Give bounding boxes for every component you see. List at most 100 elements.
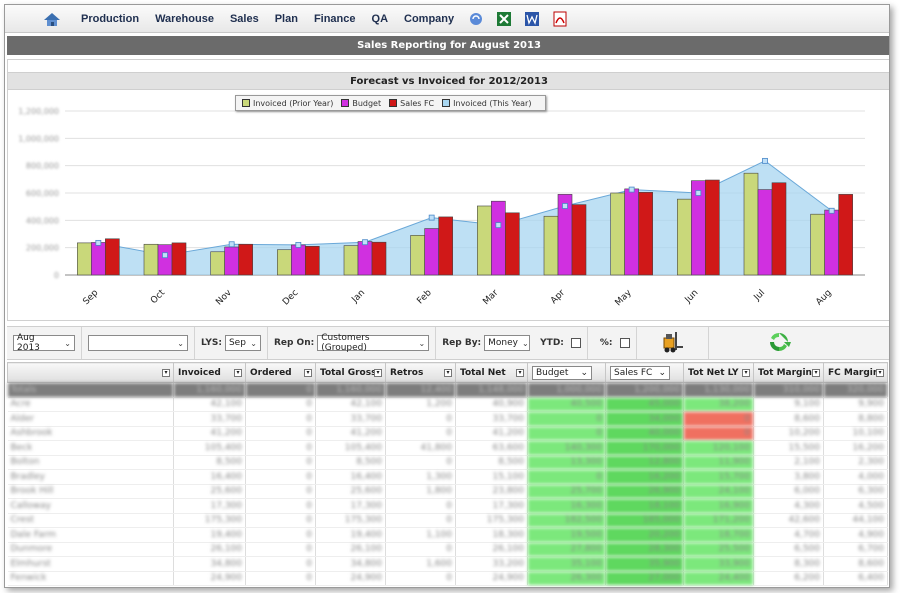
table-row[interactable]: Dunmore 26,100 0 26,100 0 26,100 27,800 28,300 2… (7, 542, 888, 557)
sort-icon[interactable]: ▾ (162, 369, 170, 377)
menu-warehouse[interactable]: Warehouse (155, 12, 214, 25)
table-row[interactable]: Fenwick 24,900 0 24,900 0 24,900 26,300 27,000 2… (7, 571, 888, 586)
rep-by-select[interactable]: Money ⌄ (484, 335, 531, 351)
table-cell: 15,100 (455, 469, 528, 485)
table-row[interactable]: Bradley 16,400 0 16,400 1,300 15,100 0 16,200 15… (7, 469, 888, 485)
table-cell: 170,000 (605, 440, 684, 456)
column-header-total-gross[interactable]: Total Gross ▾ (315, 362, 386, 383)
column-header-fc-margin[interactable]: FC Margin ▾ (823, 362, 888, 383)
table-total-row[interactable]: Totals 1,160,000 0 1,160,000 12,400 1,148,000… (7, 382, 888, 398)
bar-invoiced-prior-year (810, 213, 825, 276)
word-icon[interactable] (524, 11, 540, 27)
ytd-checkbox[interactable] (570, 338, 581, 348)
sort-icon[interactable]: ▾ (812, 369, 820, 377)
excel-icon[interactable] (496, 11, 512, 27)
table-cell: 0 (245, 571, 316, 586)
menu-company[interactable]: Company (404, 12, 455, 25)
point-invoiced-this-year (695, 190, 702, 196)
table-cell: 185,000 (605, 513, 684, 528)
sort-icon[interactable]: ▾ (876, 369, 884, 377)
sort-icon[interactable]: ▾ (234, 369, 242, 377)
table-cell: 17,300 (173, 498, 246, 514)
recycle-refresh-icon[interactable] (767, 330, 791, 357)
bar-budget (824, 209, 839, 276)
menu-plan[interactable]: Plan (274, 12, 298, 25)
point-invoiced-this-year (228, 241, 235, 248)
point-invoiced-this-year (828, 207, 835, 214)
table-row[interactable]: Calloway 17,300 0 17,300 0 17,300 16,300 18,100… (7, 498, 888, 514)
sort-icon[interactable]: ▾ (444, 369, 452, 377)
sort-icon[interactable]: ▾ (374, 369, 382, 377)
x-tick-label: Nov (214, 288, 234, 308)
table-cell: 8,500 (315, 455, 386, 470)
column-header-sales-fc[interactable]: Sales FC ⌄ (605, 362, 684, 383)
pdf-icon[interactable] (552, 11, 568, 27)
x-tick-label: Aug (814, 288, 834, 308)
table-cell: 182,500 (527, 513, 606, 528)
table-cell: 41,800 (385, 440, 456, 456)
table-cell: 25,600 (315, 484, 386, 499)
table-cell: 1,148,000 (455, 382, 528, 398)
menu-sales[interactable]: Sales (229, 12, 259, 25)
table-cell: 175,300 (173, 513, 246, 528)
column-header-tot-margin[interactable]: Tot Margin ▾ (753, 362, 824, 383)
x-tick-label: Jan (350, 288, 368, 306)
column-header-tot-net-ly[interactable]: Tot Net LY ▾ (683, 362, 754, 383)
table-cell: 10,100 (823, 426, 888, 441)
table-row[interactable]: Beck 105,400 0 105,400 41,800 63,600 140,300 17… (7, 440, 888, 456)
legend-label: Invoiced (Prior Year) (253, 98, 334, 108)
chevron-down-icon: ⌄ (580, 367, 588, 378)
bar-sales-fc (505, 212, 520, 276)
table-cell: 6,000 (753, 484, 824, 499)
column-header-retros[interactable]: Retros ▾ (385, 362, 456, 383)
menu-production[interactable]: Production (81, 12, 140, 25)
table-row[interactable]: Bolton 8,500 0 8,500 0 8,500 13,300 12,800 11,90… (7, 455, 888, 470)
table-row[interactable]: Alder 33,700 0 33,700 0 33,700 0 34,000 0 8,600 8,… (7, 411, 888, 427)
column-header-label: Retros (390, 367, 424, 378)
bar-budget (357, 241, 373, 276)
table-cell: 105,400 (315, 440, 386, 456)
column-header-ordered[interactable]: Ordered ▾ (245, 362, 316, 383)
filter-select[interactable]: ⌄ (88, 335, 188, 351)
home-icon[interactable] (41, 10, 63, 28)
table-cell: 15,700 (683, 469, 754, 485)
table-cell: 23,800 (455, 484, 528, 499)
table-cell: 6,500 (753, 542, 824, 557)
table-cell: 35,900 (605, 556, 684, 572)
table-cell: 0 (245, 397, 316, 412)
period-select[interactable]: Aug 2013 ⌄ (13, 333, 75, 353)
lys-select[interactable]: Sep ⌄ (224, 335, 261, 351)
table-row[interactable]: Ashbrook 41,200 0 41,200 0 41,200 0 40,000 0 10,2… (7, 426, 888, 441)
table-row[interactable]: Crest 175,300 0 175,300 0 175,300 182,500 185,0… (7, 513, 888, 528)
chevron-down-icon: ⌄ (64, 338, 71, 348)
menu-qa[interactable]: QA (371, 12, 389, 25)
forklift-icon[interactable] (660, 330, 684, 357)
area-invoiced-this-year (98, 160, 832, 275)
bar-invoiced-prior-year (543, 215, 559, 276)
rep-on-select[interactable]: Customers (Grouped) ⌄ (317, 333, 430, 353)
table-row[interactable]: Brook Hill 25,600 0 25,600 1,800 23,800 25,700… (7, 484, 888, 499)
sort-icon[interactable]: ▾ (742, 369, 750, 377)
refresh-icon[interactable] (468, 11, 484, 27)
menu-finance[interactable]: Finance (313, 12, 356, 25)
bar-invoiced-prior-year (410, 235, 425, 276)
table-row[interactable]: Acre 42,100 0 42,100 1,200 40,900 40,500 45,000… (7, 397, 888, 412)
table-cell-name: Crest (7, 513, 174, 528)
table-cell: 45,000 (605, 397, 684, 412)
sales-fc-select[interactable]: Sales FC ⌄ (610, 365, 670, 380)
sort-icon[interactable]: ▾ (304, 369, 312, 377)
table-cell: 11,900 (683, 455, 754, 470)
column-header-invoiced[interactable]: Invoiced ▾ (173, 362, 246, 383)
column-header-name[interactable]: ▾ (7, 362, 174, 383)
budget-select[interactable]: Budget ⌄ (532, 365, 592, 380)
column-header-budget[interactable]: Budget ⌄ (527, 362, 606, 383)
table-row[interactable]: Elmhurst 34,800 0 34,800 1,600 33,200 35,100 35… (7, 556, 888, 572)
table-cell-name: Beck (7, 440, 174, 456)
sort-icon[interactable]: ▾ (516, 369, 524, 377)
table-row[interactable]: Dale Farm 19,400 0 19,400 1,100 18,300 19,500 2… (7, 527, 888, 543)
refresh-control (709, 327, 849, 359)
column-header-total-net[interactable]: Total Net ▾ (455, 362, 528, 383)
bar-invoiced-prior-year (677, 198, 692, 276)
percent-checkbox[interactable] (619, 338, 630, 348)
table-cell: 0 (527, 426, 606, 441)
